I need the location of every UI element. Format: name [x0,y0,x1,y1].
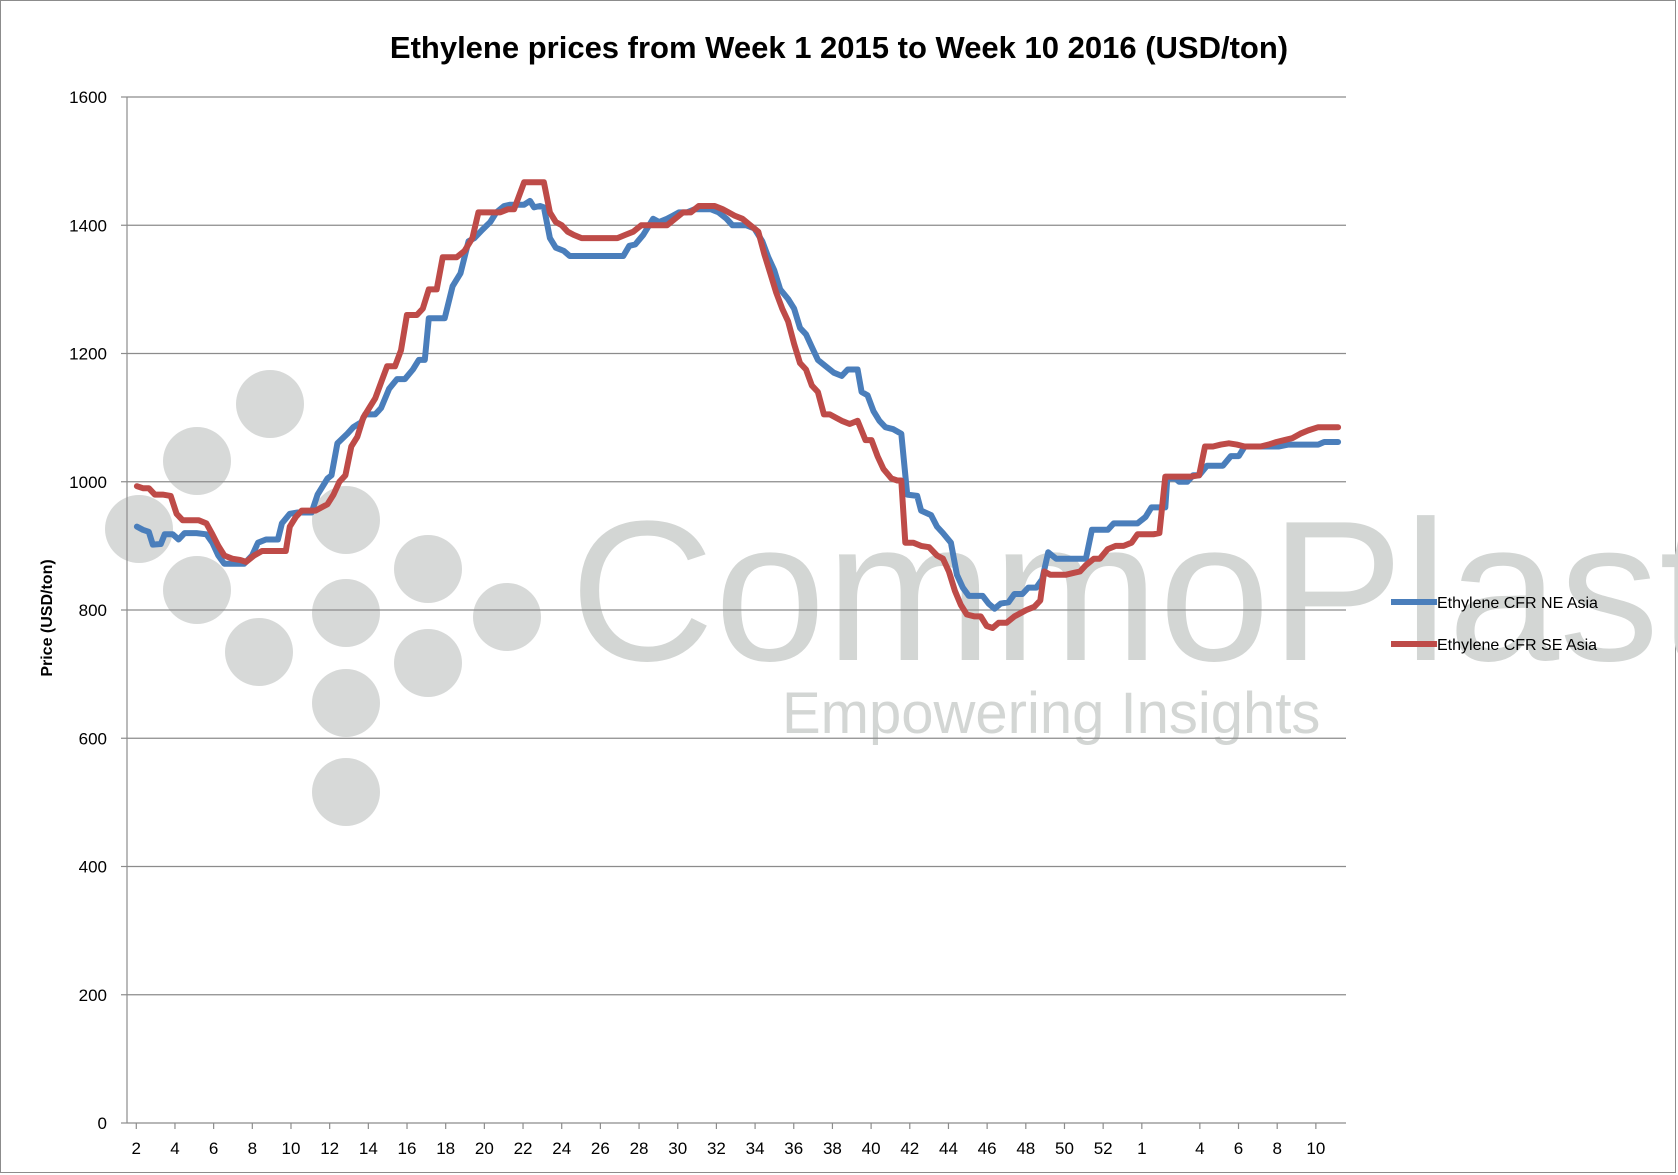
series-line-se-asia [133,179,1342,631]
y-axis-label: Price (USD/ton) [39,559,56,676]
gridlines [127,96,1346,996]
watermark-dot [312,669,380,737]
watermark-dot [312,758,380,826]
x-tick-label: 10 [1306,1139,1325,1158]
chart-title: Ethylene prices from Week 1 2015 to Week… [390,30,1288,65]
x-axis-ticks: 2 4 6 8 10 12 14 16 18 20 22 24 26 28 30 32 34 36 38 40 42 44… [132,1123,1325,1158]
watermark: CommoPlast Empowering Insights [105,370,1678,826]
y-tick-label: 400 [79,858,107,877]
y-tick-label: 800 [79,601,107,620]
x-tick-label: 4 [1195,1139,1204,1158]
x-tick-label: 16 [398,1139,417,1158]
x-tick-label: 38 [823,1139,842,1158]
x-tick-label: 4 [170,1139,179,1158]
x-tick-label: 24 [552,1139,571,1158]
y-axis-ticks: 0 200 400 600 800 1000 1200 1400 1600 [69,88,127,1133]
x-tick-label: 50 [1055,1139,1074,1158]
x-tick-label: 10 [282,1139,301,1158]
watermark-brand: CommoPlast [570,480,1678,703]
x-tick-label: 26 [591,1139,610,1158]
watermark-dot [394,535,462,603]
x-tick-label: 36 [784,1139,803,1158]
y-tick-label: 1000 [69,473,107,492]
watermark-logo [105,370,541,826]
x-tick-label: 52 [1094,1139,1113,1158]
legend-label: Ethylene CFR SE Asia [1437,637,1597,654]
legend-label: Ethylene CFR NE Asia [1437,595,1598,612]
watermark-dot [225,618,293,686]
axes [126,97,1346,1124]
watermark-dot [312,579,380,647]
watermark-dot [473,583,541,651]
x-tick-label: 40 [862,1139,881,1158]
series-layer [133,179,1342,631]
x-tick-label: 1 [1137,1139,1146,1158]
x-tick-label: 30 [668,1139,687,1158]
legend: Ethylene CFR NE Asia Ethylene CFR SE Asia [1391,595,1598,654]
y-tick-label: 1200 [69,345,107,364]
y-tick-label: 1600 [69,88,107,107]
x-tick-label: 48 [1016,1139,1035,1158]
x-tick-label: 32 [707,1139,726,1158]
watermark-dot [236,370,304,438]
x-tick-label: 44 [939,1139,958,1158]
watermark-tagline: Empowering Insights [782,681,1320,746]
watermark-dot [163,427,231,495]
y-tick-label: 1400 [69,216,107,235]
y-tick-label: 0 [98,1114,107,1133]
x-tick-label: 12 [320,1139,339,1158]
x-tick-label: 6 [209,1139,218,1158]
x-tick-label: 22 [514,1139,533,1158]
x-tick-label: 28 [630,1139,649,1158]
x-tick-label: 14 [359,1139,378,1158]
x-tick-label: 42 [900,1139,919,1158]
watermark-dot [163,556,231,624]
x-tick-label: 8 [248,1139,257,1158]
watermark-dot [312,486,380,554]
x-tick-label: 46 [978,1139,997,1158]
y-tick-label: 200 [79,986,107,1005]
x-tick-label: 18 [436,1139,455,1158]
x-tick-label: 6 [1234,1139,1243,1158]
x-tick-label: 34 [746,1139,765,1158]
x-tick-label: 20 [475,1139,494,1158]
watermark-dot [394,629,462,697]
x-tick-label: 2 [132,1139,141,1158]
x-tick-label: 8 [1272,1139,1281,1158]
y-tick-label: 600 [79,729,107,748]
